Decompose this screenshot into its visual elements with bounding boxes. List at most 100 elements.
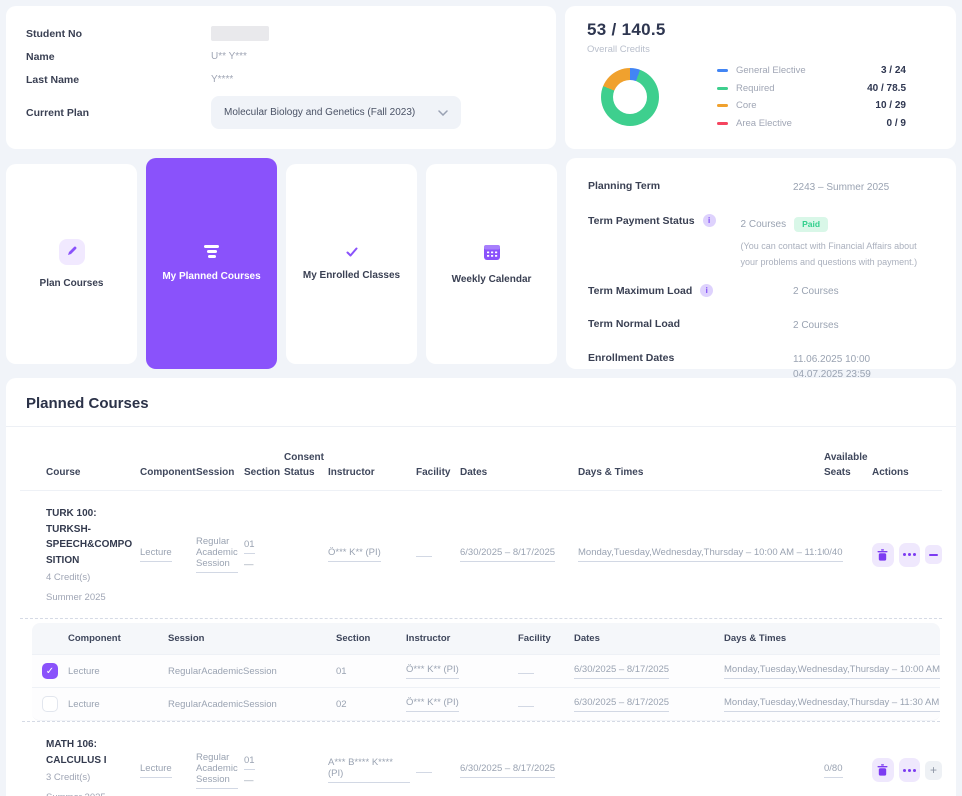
col-actions: Actions bbox=[872, 466, 909, 478]
current-plan-select[interactable]: Molecular Biology and Genetics (Fall 202… bbox=[211, 96, 461, 129]
expand-sections-button[interactable]: + bbox=[925, 760, 943, 780]
col-days-times: Days & Times bbox=[578, 466, 644, 478]
instructor-value[interactable]: A*** B**** K**** (PI) bbox=[328, 757, 410, 783]
days-times-value[interactable]: Monday,Tuesday,Wednesday,Thursday – 11:3… bbox=[724, 697, 940, 712]
course-cell: MATH 106: CALCULUS I 3 Credit(s) Summer … bbox=[46, 737, 140, 796]
available-seats-value[interactable]: 0/80 bbox=[824, 763, 843, 778]
subtable-header-row: Component Session Section Instructor Fac… bbox=[32, 623, 940, 654]
nav-row: Plan Courses My Planned Courses My Enrol… bbox=[6, 158, 956, 380]
subcol-session: Session bbox=[168, 633, 205, 644]
section-checkbox[interactable] bbox=[42, 696, 58, 712]
student-no-row: Student No bbox=[26, 22, 536, 45]
col-consent-status: Consent Status bbox=[284, 452, 324, 478]
facility-value bbox=[518, 666, 534, 674]
payment-status-value: 2 Courses bbox=[740, 219, 787, 230]
name-row: Name U** Y*** bbox=[26, 45, 536, 68]
dates-value[interactable]: 6/30/2025 – 8/17/2025 bbox=[460, 763, 556, 778]
student-no-value-redacted bbox=[211, 26, 269, 41]
legend-item: General Elective 3 / 24 bbox=[717, 65, 906, 76]
nav-card-my-enrolled-classes[interactable]: My Enrolled Classes bbox=[286, 163, 417, 364]
enrollment-dates-label: Enrollment Dates bbox=[588, 352, 675, 365]
days-times-value[interactable]: Monday,Tuesday,Wednesday,Thursday – 10:0… bbox=[724, 664, 940, 679]
nav-label: My Enrolled Classes bbox=[302, 269, 401, 281]
payment-status-value-block: 2 Courses Paid (You can contact with Fina… bbox=[741, 214, 934, 270]
course-name: TURK 100: TURKSH-SPEECH&COMPOSITION bbox=[46, 508, 133, 566]
subcol-days-times: Days & Times bbox=[724, 633, 787, 644]
instructor-value[interactable]: Ö*** K** (PI) bbox=[406, 664, 459, 679]
dates-value[interactable]: 6/30/2025 – 8/17/2025 bbox=[574, 697, 670, 712]
course-cell: TURK 100: TURKSH-SPEECH&COMPOSITION 4 Cr… bbox=[46, 506, 140, 603]
component-value[interactable]: Lecture bbox=[140, 547, 172, 562]
facility-value bbox=[416, 549, 432, 557]
calendar-icon bbox=[483, 243, 501, 261]
info-icon[interactable]: i bbox=[700, 284, 714, 298]
row-actions: + bbox=[872, 758, 943, 782]
current-plan-row: Current Plan Molecular Biology and Genet… bbox=[26, 96, 536, 129]
chevron-down-icon bbox=[438, 109, 448, 116]
col-component: Component bbox=[140, 466, 196, 478]
legend-label: General Elective bbox=[736, 65, 806, 76]
course-credits: 4 Credit(s) bbox=[46, 572, 91, 583]
max-load-row: Term Maximum Load i 2 Courses bbox=[588, 284, 934, 299]
col-available-seats: Available Seats bbox=[824, 452, 868, 478]
legend-dash-icon bbox=[717, 86, 728, 90]
nav-card-plan-courses[interactable]: Plan Courses bbox=[6, 163, 137, 364]
facility-value bbox=[518, 699, 534, 707]
name-label: Name bbox=[26, 50, 55, 63]
instructor-value[interactable]: Ö*** K** (PI) bbox=[328, 547, 381, 562]
session-value: RegularAcademicSession bbox=[168, 698, 277, 710]
delete-button[interactable] bbox=[872, 758, 894, 782]
section-value[interactable]: 01 bbox=[244, 755, 255, 770]
session-value[interactable]: Regular Academic Session bbox=[196, 752, 238, 789]
col-section: Section bbox=[244, 466, 281, 478]
max-load-value: 2 Courses bbox=[793, 286, 839, 298]
course-credits: 3 Credit(s) bbox=[46, 772, 91, 783]
col-session: Session bbox=[196, 466, 235, 478]
component-value: Lecture bbox=[68, 698, 100, 710]
section-value[interactable]: 01 bbox=[244, 539, 255, 554]
legend-value: 3 / 24 bbox=[880, 65, 906, 76]
course-row-turk-100: TURK 100: TURKSH-SPEECH&COMPOSITION 4 Cr… bbox=[20, 491, 943, 619]
instructor-value[interactable]: Ö*** K** (PI) bbox=[406, 697, 459, 712]
legend-value: 0 / 9 bbox=[886, 117, 906, 129]
name-value: U** Y*** bbox=[211, 51, 247, 62]
legend-value: 40 / 78.5 bbox=[867, 82, 906, 94]
info-icon[interactable]: i bbox=[702, 214, 716, 227]
legend-dash-icon bbox=[717, 69, 728, 72]
planning-term-value: 2243 – Summer 2025 bbox=[793, 182, 890, 193]
last-name-label: Last Name bbox=[26, 73, 80, 86]
subcol-facility: Facility bbox=[518, 633, 551, 644]
normal-load-row: Term Normal Load 2 Courses bbox=[588, 318, 934, 333]
available-seats-value[interactable]: 0/40 bbox=[824, 547, 843, 562]
planning-term-label: Planning Term bbox=[588, 180, 661, 192]
legend-value: 10 / 29 bbox=[875, 100, 906, 111]
top-row: Student No Name U** Y*** Last Name Y****… bbox=[6, 6, 956, 149]
minus-icon bbox=[929, 553, 938, 556]
delete-button[interactable] bbox=[872, 542, 894, 567]
dates-value[interactable]: 6/30/2025 – 8/17/2025 bbox=[574, 664, 670, 679]
subcol-instructor: Instructor bbox=[406, 633, 451, 644]
subcol-section: Section bbox=[336, 633, 371, 644]
days-times-value[interactable]: Monday,Tuesday,Wednesday,Thursday – 10:0… bbox=[578, 547, 824, 562]
payment-status-label: Term Payment Status i bbox=[588, 214, 741, 227]
legend-dash-icon bbox=[717, 104, 728, 107]
subcol-component: Component bbox=[68, 633, 121, 644]
subcol-dates: Dates bbox=[574, 633, 600, 644]
section-row-02: Lecture RegularAcademicSession 02 Ö*** K… bbox=[32, 687, 940, 720]
section-checkbox[interactable]: ✓ bbox=[42, 663, 58, 679]
session-value[interactable]: Regular Academic Session bbox=[196, 536, 238, 573]
more-actions-button[interactable] bbox=[898, 758, 920, 782]
col-facility: Facility bbox=[416, 466, 451, 478]
nav-card-weekly-calendar[interactable]: Weekly Calendar bbox=[426, 163, 557, 364]
check-icon bbox=[346, 247, 358, 257]
collapse-sections-button[interactable] bbox=[925, 545, 943, 564]
credits-body: General Elective 3 / 24 Required 40 / 78… bbox=[587, 65, 934, 129]
dates-value[interactable]: 6/30/2025 – 8/17/2025 bbox=[460, 547, 556, 562]
component-value[interactable]: Lecture bbox=[140, 763, 172, 778]
credits-subtitle: Overall Credits bbox=[587, 44, 650, 55]
nav-label: My Planned Courses bbox=[162, 270, 261, 282]
legend-label: Core bbox=[736, 100, 757, 111]
more-actions-button[interactable] bbox=[898, 542, 920, 567]
nav-card-my-planned-courses[interactable]: My Planned Courses bbox=[146, 158, 277, 369]
col-instructor: Instructor bbox=[328, 466, 375, 478]
